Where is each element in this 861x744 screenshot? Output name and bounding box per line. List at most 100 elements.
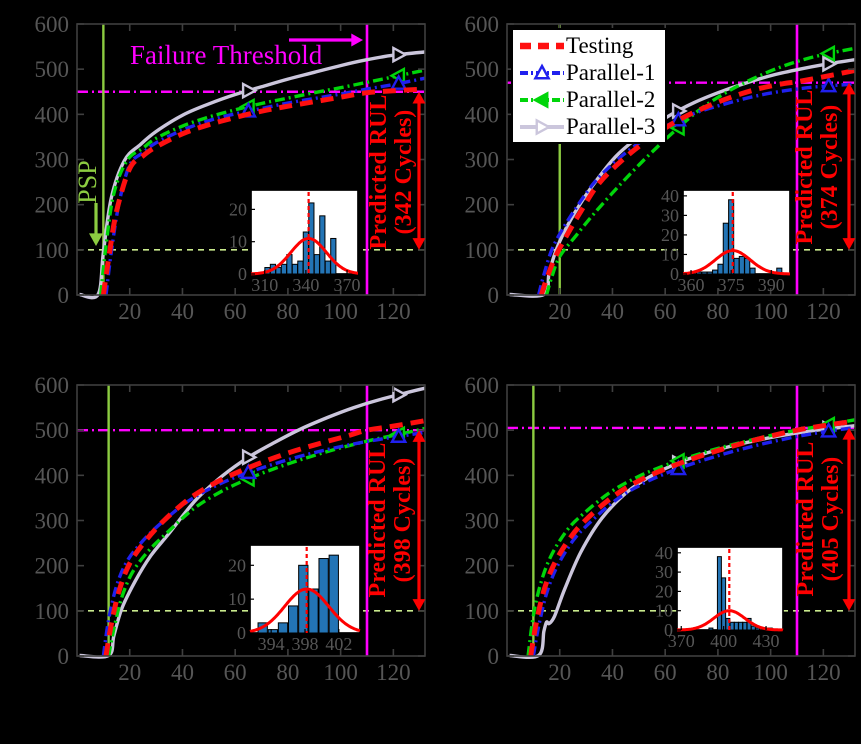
series-line-parallel-2 [544,46,856,296]
y-tick-label: 500 [465,57,500,82]
inset-y-tick-label: 0 [670,264,679,284]
psp-arrow-head [89,233,103,246]
legend-swatch-parallel-3 [520,117,564,136]
y-tick-label: 600 [35,12,70,37]
histogram-bar [721,577,727,631]
x-tick-label: 120 [376,299,411,324]
y-tick-label: 0 [58,644,70,669]
y-tick-label: 200 [465,193,500,218]
predicted-rul-arrow-head [412,430,426,442]
y-tick-label: 500 [35,418,70,443]
rul-text-line1: Predicted RUL [791,89,818,245]
inset-x-tick-label: 398 [292,634,319,654]
histogram-bar [291,263,299,275]
legend-swatch-testing [520,42,564,49]
y-tick-label: 0 [488,644,500,669]
series-marker-parallel-2 [819,44,836,63]
legend-entry-testing: Testing [518,32,655,59]
inset-y-tick-label: 20 [655,581,673,601]
normal-distribution-curve [682,249,790,276]
inset-x-tick-label: 402 [325,634,352,654]
inset-x-tick-label: 375 [718,275,745,295]
inset-x-tick-label: 390 [758,275,785,295]
legend-swatch-parallel-2 [520,90,564,109]
series-marker-parallel-3 [392,45,409,64]
predicted-rul-arrow-head [412,91,426,104]
y-tick-label: 200 [35,554,70,579]
rul-text-line1: Predicted RUL [792,441,819,597]
normal-distribution-curve [249,587,361,633]
psp-label: PSP [73,160,102,204]
histogram-bar [280,263,288,275]
series-line-parallel-2 [99,68,426,296]
legend: Testing Parallel-1 Parallel-2 Parallel-3 [511,28,668,144]
x-tick-label: 60 [224,299,247,324]
y-tick-label: 400 [465,463,500,488]
histogram-bar [313,254,320,275]
y-tick-label: 400 [465,102,500,127]
histogram-bar [722,222,729,275]
inset-y-tick-label: 40 [661,186,679,206]
rul-histogram-inset [676,546,784,631]
y-tick-label: 300 [35,148,70,173]
inset-y-tick-label: 10 [661,244,679,264]
legend-label-parallel-3: Parallel-3 [566,114,656,139]
y-tick-label: 100 [35,599,70,624]
x-tick-label: 40 [171,299,194,324]
inset-y-tick-label: 20 [661,225,679,245]
x-tick-label: 80 [276,660,299,685]
series-marker-parallel-3 [241,81,258,100]
rul-text-line2: (374 Cycles) [817,104,843,230]
y-tick-label: 300 [465,509,500,534]
y-tick-label: 200 [35,193,70,218]
inset-x-tick-label: 400 [710,631,737,651]
y-tick-label: 400 [35,463,70,488]
inset-y-tick-label: 20 [228,555,246,575]
x-tick-label: 100 [753,660,788,685]
series-marker-parallel-3 [392,386,409,404]
y-tick-label: 400 [35,102,70,127]
y-tick-label: 100 [35,238,70,263]
failure-threshold-arrow-head [351,33,363,47]
x-tick-label: 100 [323,299,358,324]
histogram-bar [717,263,724,275]
series-marker-parallel-1 [819,421,838,438]
y-tick-label: 100 [465,238,500,263]
x-tick-label: 80 [706,299,729,324]
predicted-rul-arrow-head [842,238,856,250]
predicted-rul-arrow-head [412,599,426,611]
normal-distribution-curve [250,236,359,276]
histogram-bar [328,554,339,634]
predicted-rul-arrow-head [412,238,426,250]
y-tick-label: 0 [58,283,70,308]
series-line-testing [100,86,426,296]
x-tick-label: 20 [548,660,571,685]
y-tick-label: 500 [35,57,70,82]
predicted-rul-arrow-head [842,427,856,440]
inset-x-tick-label: 430 [753,631,780,651]
series-marker-parallel-1 [389,426,408,443]
y-tick-label: 600 [465,12,500,37]
series-marker-parallel-1 [819,76,838,93]
y-tick-label: 0 [488,283,500,308]
predicted-rul-annotation-bottom-left: Predicted RUL (398 Cycles) [365,443,416,598]
rul-text-line2: (405 Cycles) [818,456,844,582]
x-tick-label: 80 [706,660,729,685]
inset-x-tick-label: 394 [258,634,285,654]
histogram-bar [729,621,735,631]
legend-marker-tri-up [533,62,551,79]
inset-y-tick-label: 10 [229,232,247,252]
series-line-parallel-2 [526,418,856,657]
x-tick-label: 80 [276,299,299,324]
failure-threshold-label: Failure Threshold [130,40,323,70]
inset-y-tick-label: 30 [655,562,673,582]
legend-entry-parallel-2: Parallel-2 [518,86,655,113]
histogram-bar [738,255,745,275]
series-marker-parallel-1 [239,463,258,480]
rul-text-line2: (342 Cycles) [391,109,417,235]
inset-y-tick-label: 40 [655,543,673,563]
x-tick-label: 40 [601,299,624,324]
inset-y-tick-label: 30 [661,205,679,225]
